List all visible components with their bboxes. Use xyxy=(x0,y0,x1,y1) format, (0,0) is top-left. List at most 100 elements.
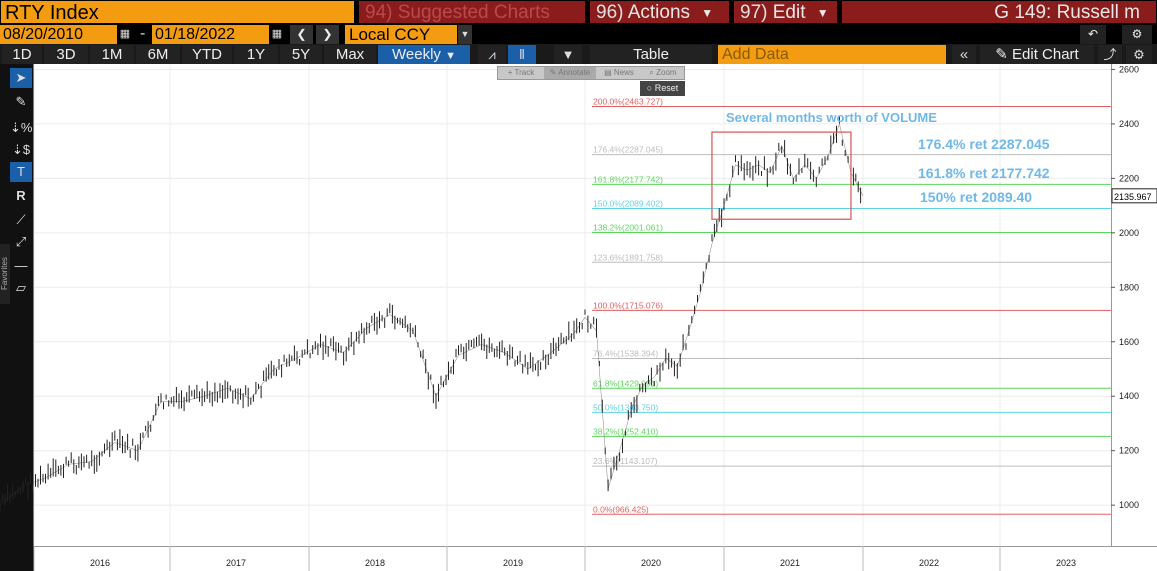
pencil-icon: ✎ xyxy=(995,46,1008,63)
range-1y[interactable]: 1Y xyxy=(234,45,278,64)
range-toolbar: 1D 3D 1M 6M YTD 1Y 5Y Max Weekly ▼ ⩘ ⫴ ▼… xyxy=(0,44,1157,64)
y-tick-label: 2600 xyxy=(1119,64,1139,74)
range-max[interactable]: Max xyxy=(324,45,376,64)
y-tick-label: 2200 xyxy=(1119,173,1139,183)
prev-period-button[interactable]: ❮ xyxy=(290,25,313,44)
last-price-label: 2135.967 xyxy=(1114,192,1152,202)
zoom-button[interactable]: ⌕ Zoom xyxy=(649,68,677,77)
annotate-button[interactable]: ✎ Annotate xyxy=(544,67,596,79)
chevron-down-icon[interactable]: ▼ xyxy=(458,25,472,44)
y-tick-label: 2400 xyxy=(1119,119,1139,129)
x-tick-label: 2019 xyxy=(503,558,523,568)
y-tick-label: 1600 xyxy=(1119,337,1139,347)
fib-level-label: 176.4%(2287.045) xyxy=(593,145,663,155)
y-tick-label: 1400 xyxy=(1119,391,1139,401)
dollar-tool-icon[interactable]: ⇣$ xyxy=(11,142,31,157)
range-1m[interactable]: 1M xyxy=(90,45,134,64)
percent-tool-icon[interactable]: ⇣% xyxy=(10,120,33,135)
chevron-down-icon: ▼ xyxy=(701,6,714,20)
zoom-label: Zoom xyxy=(656,68,677,77)
text-tool-icon[interactable]: T xyxy=(10,162,32,182)
track-button[interactable]: + Track xyxy=(507,68,535,77)
y-tick-label: 2000 xyxy=(1119,228,1139,238)
last-price-tag xyxy=(1111,188,1157,204)
gear-icon[interactable]: ⚙ xyxy=(1122,25,1152,44)
fib-level-label: 0.0%(966.425) xyxy=(593,504,649,514)
fib-level-label: 50.0%(1340.750) xyxy=(593,402,658,412)
volume-box xyxy=(711,131,852,220)
next-period-button[interactable]: ❯ xyxy=(316,25,339,44)
range-5y[interactable]: 5Y xyxy=(280,45,322,64)
x-tick-label: 2023 xyxy=(1056,558,1076,568)
calendar-icon[interactable]: ▦ xyxy=(271,28,283,40)
fib-level-label: 61.8%(1429.091) xyxy=(593,378,658,388)
edit-chart-label: Edit Chart xyxy=(1012,46,1079,63)
undo-icon[interactable]: ↶ xyxy=(1080,25,1106,44)
calendar-icon[interactable]: ▦ xyxy=(119,28,131,40)
channel-icon[interactable]: ▱ xyxy=(16,280,26,295)
edit-number: 97) xyxy=(740,2,768,24)
x-axis xyxy=(34,546,1157,571)
range-3d[interactable]: 3D xyxy=(44,45,88,64)
add-data-input[interactable]: Add Data xyxy=(718,45,946,64)
floating-toolbar: + Track ✎ Annotate ▤ News ⌕ Zoom xyxy=(497,66,685,80)
fib-level-label: 100.0%(1715.076) xyxy=(593,300,663,310)
fib-level-label: 123.6%(1891.758) xyxy=(593,252,663,262)
suggested-charts-number: 94) xyxy=(365,2,393,23)
reset-button[interactable]: ○ Reset xyxy=(640,81,685,96)
actions-label: Actions xyxy=(627,2,691,24)
news-button[interactable]: ▤ News xyxy=(604,68,634,77)
actions-number: 96) xyxy=(596,2,624,24)
x-tick-label: 2022 xyxy=(919,558,939,568)
gear-icon[interactable]: ⚙ xyxy=(1126,45,1152,64)
reset-label: Reset xyxy=(654,83,679,93)
volume-box-title: Several months worth of VOLUME xyxy=(726,110,937,125)
fib-level-label: 138.2%(2001.061) xyxy=(593,223,663,233)
pen-icon[interactable]: ✎ xyxy=(15,94,27,109)
date-separator: - xyxy=(140,25,146,42)
suggested-charts-label: Suggested Charts xyxy=(397,2,550,23)
retracement-icon[interactable]: R xyxy=(16,188,26,203)
range-ytd[interactable]: YTD xyxy=(182,45,232,64)
x-tick-label: 2017 xyxy=(226,558,246,568)
y-axis xyxy=(1111,64,1157,546)
frequency-select[interactable]: Weekly ▼ xyxy=(378,45,470,64)
line-chart-icon[interactable]: ⩘ xyxy=(478,45,506,64)
suggested-charts-button[interactable]: 94) Suggested Charts xyxy=(358,0,586,24)
y-tick-label: 1000 xyxy=(1119,500,1139,510)
table-button[interactable]: Table xyxy=(590,45,712,64)
plot-area[interactable] xyxy=(34,64,1111,546)
chevron-down-icon: ▼ xyxy=(445,50,456,62)
chevron-down-icon[interactable]: ▼ xyxy=(554,45,582,64)
edit-menu-button[interactable]: 97) Edit ▼ xyxy=(733,0,838,24)
collapse-icon[interactable]: « xyxy=(952,45,976,64)
fib-level-label: 23.6%(1143.107) xyxy=(593,456,658,466)
range-6m[interactable]: 6M xyxy=(136,45,180,64)
ray-icon[interactable]: ⤢ xyxy=(15,234,27,249)
start-date-input[interactable]: 08/20/2010 xyxy=(0,25,117,44)
actions-menu-button[interactable]: 96) Actions ▼ xyxy=(589,0,730,24)
x-tick-label: 2016 xyxy=(90,558,110,568)
range-1d[interactable]: 1D xyxy=(2,45,42,64)
date-row: 08/20/2010 ▦ - 01/18/2022 ▦ ❮ ❯ Local CC… xyxy=(0,24,1157,44)
cursor-icon[interactable]: ➤ xyxy=(10,68,32,88)
chevron-down-icon: ▼ xyxy=(816,6,829,20)
price-line xyxy=(0,122,864,506)
x-tick-label: 2021 xyxy=(780,558,800,568)
end-date-input[interactable]: 01/18/2022 xyxy=(152,25,269,44)
currency-select[interactable]: Local CCY xyxy=(345,25,457,44)
frequency-label: Weekly xyxy=(392,46,441,63)
trendline-icon[interactable]: ⟋ xyxy=(16,212,26,227)
fib-level-label: 76.4%(1538.394) xyxy=(593,349,658,359)
annotate-label: Annotate xyxy=(558,68,591,77)
x-tick-label: 2018 xyxy=(365,558,385,568)
edit-chart-button[interactable]: ✎ Edit Chart xyxy=(980,45,1094,64)
title-row: RTY Index 94) Suggested Charts 96) Actio… xyxy=(0,0,1157,24)
edit-label: Edit xyxy=(772,2,806,24)
bar-chart-icon[interactable]: ⫴ xyxy=(508,45,536,64)
fib-level-label: 150.0%(2089.402) xyxy=(593,198,663,208)
y-tick-label: 1800 xyxy=(1119,282,1139,292)
horizontal-line-icon[interactable]: — xyxy=(14,258,28,273)
ticker-field[interactable]: RTY Index xyxy=(0,0,355,24)
export-icon[interactable]: ⤴ xyxy=(1098,45,1122,64)
